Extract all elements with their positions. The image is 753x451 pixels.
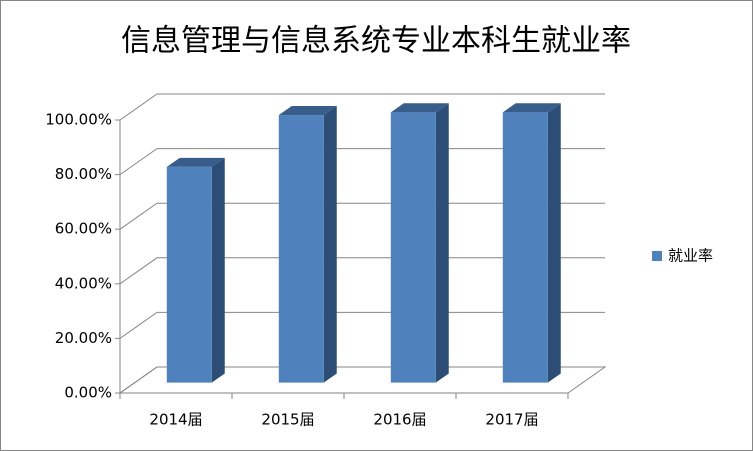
y-tick-label: 60.00% [55, 220, 112, 238]
x-tick-label: 2017届 [485, 411, 538, 429]
bar-side [323, 105, 337, 383]
grid-line [119, 311, 605, 339]
x-tick-label: 2015届 [261, 411, 314, 429]
bar-top [278, 105, 337, 116]
grid-line [119, 257, 605, 285]
bar-side [211, 157, 225, 383]
bar-front [390, 112, 436, 383]
bar [278, 105, 337, 383]
grid-line [119, 202, 605, 230]
y-tick-label: 20.00% [55, 329, 112, 347]
y-tick-label: 0.00% [64, 384, 112, 402]
bar-front [502, 112, 548, 383]
chart-title: 信息管理与信息系统专业本科生就业率 [121, 24, 631, 59]
bar-top [166, 157, 225, 167]
bar-side [435, 103, 449, 383]
bar-top [390, 103, 449, 113]
bar [390, 103, 449, 383]
grid-line [119, 148, 605, 176]
bar-front [278, 115, 324, 383]
x-tick-label: 2014届 [149, 411, 202, 429]
y-tick-label: 80.00% [55, 165, 112, 183]
y-tick-label: 40.00% [55, 274, 112, 292]
legend-swatch [652, 251, 662, 261]
x-tick-label: 2016届 [373, 411, 426, 429]
legend-label: 就业率 [668, 247, 713, 265]
bar [166, 157, 225, 383]
y-tick-label: 100.00% [45, 111, 112, 129]
bar-front [166, 166, 212, 383]
grid-line [119, 93, 605, 121]
bar-top [502, 103, 561, 113]
bar-side [547, 103, 561, 383]
bar [502, 103, 561, 383]
grid-line [119, 366, 605, 394]
